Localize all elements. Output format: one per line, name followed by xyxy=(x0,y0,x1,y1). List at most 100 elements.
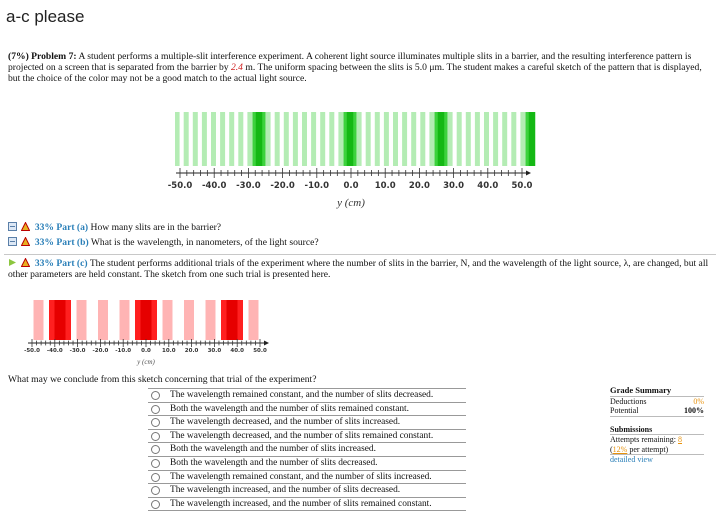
radio-button[interactable] xyxy=(151,445,160,455)
value: 8 xyxy=(678,435,682,444)
secondary-fringe xyxy=(247,112,253,166)
value: 0% xyxy=(693,396,704,406)
tick-label: 40.0 xyxy=(230,348,244,354)
secondary-fringe xyxy=(292,112,298,166)
secondary-fringe xyxy=(447,112,453,166)
detailed-view-link[interactable]: detailed view xyxy=(610,454,704,465)
fringe-core xyxy=(54,300,66,340)
secondary-fringe xyxy=(302,112,307,166)
tick-label: -20.0 xyxy=(270,181,295,191)
radio-button[interactable] xyxy=(151,418,160,428)
secondary-fringe xyxy=(511,112,517,166)
secondary-fringe xyxy=(76,300,87,340)
option-row[interactable]: The wavelength remained constant, and th… xyxy=(148,471,466,485)
fringe-core xyxy=(226,300,238,340)
secondary-fringe xyxy=(474,112,480,166)
axis-arrow xyxy=(264,340,269,346)
fringe-core xyxy=(346,112,354,166)
secondary-fringe xyxy=(393,112,398,166)
option-text: Both the wavelength and the number of sl… xyxy=(170,403,410,414)
tick-label: -10.0 xyxy=(115,348,131,354)
figure-green-pattern: y (cm) -50.0 -40.0 -30.0 -20.0 -10.0 0.0 10.0 2… xyxy=(168,112,536,209)
secondary-fringe xyxy=(201,112,207,166)
tick-label: 30.0 xyxy=(208,348,222,354)
fringe-core xyxy=(140,300,152,340)
attempts: Attempts remaining: 8 xyxy=(610,435,704,445)
per-attempt: (12% per attempt) xyxy=(610,444,669,454)
radio-button[interactable] xyxy=(151,499,160,509)
tick-label: 50.0 xyxy=(512,181,533,191)
secondary-fringe xyxy=(175,112,180,166)
part-label[interactable]: Part (a) xyxy=(56,222,89,233)
tick-label: 20.0 xyxy=(185,348,199,354)
tick-label: -50.0 xyxy=(168,181,193,191)
option-row[interactable]: Both the wavelength and the number of sl… xyxy=(148,403,466,417)
label: per attempt) xyxy=(629,444,669,454)
secondary-fringe xyxy=(320,112,326,166)
option-row[interactable]: Both the wavelength and the number of sl… xyxy=(148,443,466,457)
secondary-fringe xyxy=(265,112,271,166)
radio-button[interactable] xyxy=(151,486,160,496)
fringe-core xyxy=(255,112,263,166)
part-label[interactable]: Part (c) xyxy=(56,258,88,269)
label: Attempts remaining: xyxy=(610,435,676,444)
option-row[interactable]: The wavelength increased, and the number… xyxy=(148,498,466,512)
secondary-fringe xyxy=(456,112,462,166)
fringe-core xyxy=(528,112,536,166)
radio-button[interactable] xyxy=(151,391,160,400)
axis-label: y (cm) xyxy=(336,197,365,209)
option-row[interactable]: Both the wavelength and the number of sl… xyxy=(148,457,466,471)
tick-label: 0.0 xyxy=(141,348,151,354)
grade-summary: Grade Summary Deductions 0% Potential 100%… xyxy=(610,385,704,465)
radio-button[interactable] xyxy=(151,431,160,441)
tick-label: -30.0 xyxy=(70,348,86,354)
radio-button[interactable] xyxy=(151,458,160,468)
value: 100% xyxy=(684,406,704,415)
radio-button[interactable] xyxy=(151,404,160,414)
option-row[interactable]: The wavelength increased, and the number… xyxy=(148,484,466,498)
tick-label: -20.0 xyxy=(92,348,108,354)
secondary-fringe xyxy=(184,300,194,340)
secondary-fringe xyxy=(411,112,417,166)
option-text: The wavelength increased, and the number… xyxy=(170,485,401,496)
label: Deductions xyxy=(610,396,647,406)
part-percent[interactable]: 33% xyxy=(34,222,54,233)
part-percent[interactable]: 33% xyxy=(34,258,54,269)
tick-label: 40.0 xyxy=(477,181,498,191)
part-percent[interactable]: 33% xyxy=(34,237,54,248)
option-row[interactable]: The wavelength decreased, and the number… xyxy=(148,430,466,444)
tick-label: -40.0 xyxy=(47,348,63,354)
part-text: The student performs additional trials o… xyxy=(8,258,709,281)
separator xyxy=(4,254,716,255)
option-row[interactable]: The wavelength remained constant, and th… xyxy=(148,389,466,403)
option-row[interactable]: The wavelength decreased, and the number… xyxy=(148,416,466,430)
tick-label: 10.0 xyxy=(375,181,396,191)
secondary-fringe xyxy=(192,112,198,166)
tick-label: 50.0 xyxy=(253,348,267,354)
secondary-fringe xyxy=(162,300,173,340)
option-text: The wavelength decreased, and the number… xyxy=(170,417,401,428)
secondary-fringe xyxy=(356,112,362,166)
option-text: The wavelength remained constant, and th… xyxy=(170,390,434,400)
secondary-fringe xyxy=(365,112,371,166)
part-label[interactable]: Part (b) xyxy=(56,237,89,248)
secondary-fringe xyxy=(329,112,335,166)
secondary-fringe xyxy=(420,112,426,166)
part-row: 33% Part (b) What is the wavelength, in … xyxy=(8,237,319,248)
grade-row: Deductions 0% xyxy=(610,397,704,407)
secondary-fringe xyxy=(274,112,280,166)
secondary-fringe xyxy=(283,112,289,166)
tick-label: 30.0 xyxy=(443,181,464,191)
secondary-fringe xyxy=(338,112,344,166)
warning-icon xyxy=(21,258,31,267)
radio-button[interactable] xyxy=(151,472,160,482)
secondary-fringe xyxy=(205,300,216,340)
checkbox-icon xyxy=(8,237,17,246)
secondary-fringe xyxy=(484,112,489,166)
secondary-fringe xyxy=(493,112,499,166)
secondary-fringe xyxy=(402,112,408,166)
part-text: What is the wavelength, in nanometers, o… xyxy=(90,237,319,248)
tick-label: -30.0 xyxy=(236,181,261,191)
secondary-fringe xyxy=(211,112,216,166)
secondary-fringe xyxy=(119,300,130,340)
